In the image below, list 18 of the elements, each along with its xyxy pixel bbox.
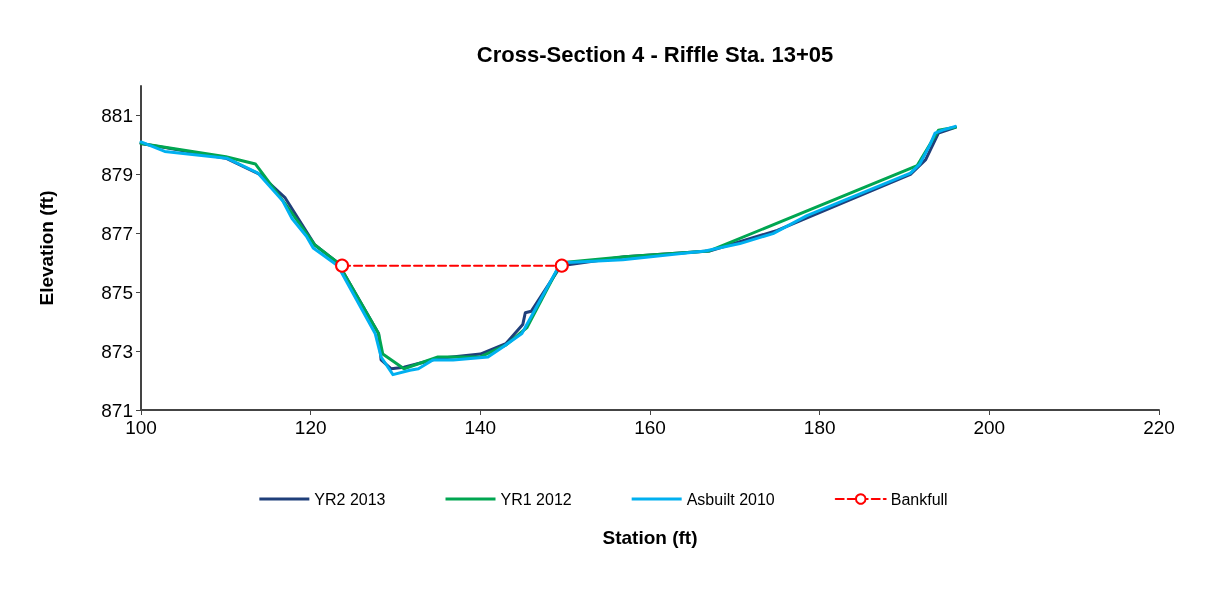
y-tick-label: 877	[101, 222, 133, 244]
x-tick-label: 180	[803, 417, 836, 438]
legend-label: Asbuilt 2010	[686, 490, 775, 508]
legend-label: Bankfull	[890, 490, 948, 508]
legend-label: YR1 2012	[500, 490, 572, 508]
y-axis-title: Elevation (ft)	[36, 190, 57, 306]
legend-label: YR2 2013	[314, 490, 386, 508]
x-tick-label: 200	[973, 417, 1006, 438]
x-axis-title: Station (ft)	[602, 527, 698, 548]
y-tick-label: 875	[101, 281, 133, 303]
x-tick-label: 160	[634, 417, 666, 438]
chart-title: Cross-Section 4 - Riffle Sta. 13+05	[476, 41, 834, 67]
y-tick-label: 881	[101, 104, 133, 126]
x-tick-label: 140	[464, 417, 497, 438]
y-tick-label: 879	[101, 163, 133, 185]
x-tick-label: 220	[1143, 417, 1175, 438]
y-tick-label: 873	[101, 340, 133, 362]
x-tick-label: 120	[294, 417, 327, 438]
